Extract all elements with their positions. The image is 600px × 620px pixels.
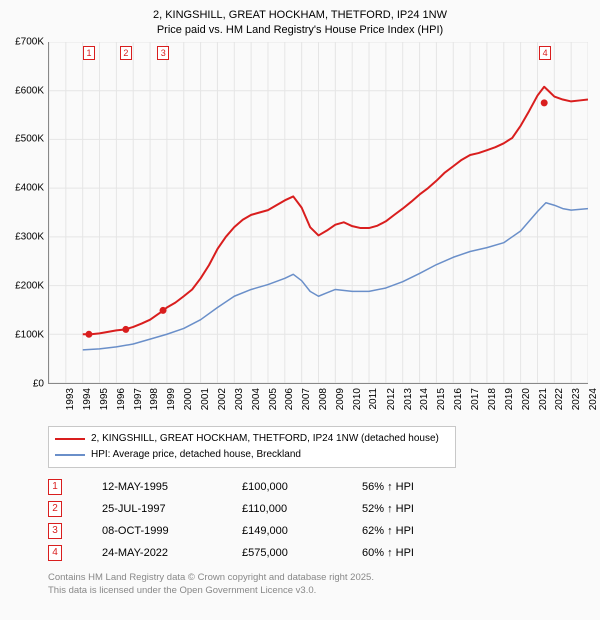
table-price: £100,000 [242, 481, 322, 493]
chart-marker: 3 [157, 46, 169, 60]
x-tick-label: 2016 [453, 388, 464, 410]
x-tick-label: 2020 [520, 388, 531, 410]
table-marker: 1 [48, 479, 62, 495]
x-tick-label: 2018 [487, 388, 498, 410]
chart-marker: 4 [539, 46, 551, 60]
x-tick-label: 2007 [301, 388, 312, 410]
legend-label-2: HPI: Average price, detached house, Brec… [91, 447, 301, 463]
legend-swatch-1 [55, 438, 85, 440]
x-tick-label: 2023 [571, 388, 582, 410]
y-tick-label: £400K [15, 183, 44, 194]
footer-line2: This data is licensed under the Open Gov… [48, 585, 590, 598]
table-diff: 60% ↑ HPI [362, 547, 452, 559]
table-row: 4 24-MAY-2022 £575,000 60% ↑ HPI [48, 542, 590, 564]
title-line2: Price paid vs. HM Land Registry's House … [10, 23, 590, 38]
x-tick-label: 1995 [99, 388, 110, 410]
table-diff: 62% ↑ HPI [362, 525, 452, 537]
plot-region: 1 2 3 4 [48, 42, 588, 384]
x-tick-label: 2008 [318, 388, 329, 410]
x-tick-label: 2013 [402, 388, 413, 410]
x-tick-label: 2001 [200, 388, 211, 410]
chart-marker: 1 [83, 46, 95, 60]
footer: Contains HM Land Registry data © Crown c… [48, 572, 590, 598]
x-tick-label: 2014 [419, 388, 430, 410]
table-diff: 56% ↑ HPI [362, 481, 452, 493]
x-tick-label: 2022 [554, 388, 565, 410]
table-marker: 3 [48, 523, 62, 539]
chart-marker: 2 [120, 46, 132, 60]
title-line1: 2, KINGSHILL, GREAT HOCKHAM, THETFORD, I… [10, 8, 590, 23]
x-tick-label: 2005 [267, 388, 278, 410]
plot-svg [49, 42, 588, 383]
y-tick-label: £300K [15, 232, 44, 243]
x-tick-label: 2011 [368, 388, 379, 410]
data-table: 1 12-MAY-1995 £100,000 56% ↑ HPI 2 25-JUL-199… [48, 476, 590, 564]
x-tick-label: 1997 [132, 388, 143, 410]
x-tick-label: 1998 [149, 388, 160, 410]
legend: 2, KINGSHILL, GREAT HOCKHAM, THETFORD, I… [48, 426, 456, 468]
legend-row-1: 2, KINGSHILL, GREAT HOCKHAM, THETFORD, I… [55, 431, 449, 447]
y-tick-label: £600K [15, 85, 44, 96]
chart-container: 2, KINGSHILL, GREAT HOCKHAM, THETFORD, I… [0, 0, 600, 620]
y-tick-label: £500K [15, 134, 44, 145]
x-tick-label: 1994 [82, 388, 93, 410]
x-tick-label: 2003 [234, 388, 245, 410]
table-row: 3 08-OCT-1999 £149,000 62% ↑ HPI [48, 520, 590, 542]
x-tick-label: 2009 [335, 388, 346, 410]
x-tick-label: 2006 [284, 388, 295, 410]
legend-row-2: HPI: Average price, detached house, Brec… [55, 447, 449, 463]
x-tick-label: 2017 [470, 388, 481, 410]
x-tick-label: 1996 [115, 388, 126, 410]
table-diff: 52% ↑ HPI [362, 503, 452, 515]
x-tick-label: 2021 [537, 388, 548, 410]
x-tick-label: 1999 [166, 388, 177, 410]
x-tick-label: 2004 [250, 388, 261, 410]
x-tick-label: 2010 [352, 388, 363, 410]
table-row: 2 25-JUL-1997 £110,000 52% ↑ HPI [48, 498, 590, 520]
x-tick-label: 2000 [183, 388, 194, 410]
table-marker: 4 [48, 545, 62, 561]
x-tick-label: 2002 [217, 388, 228, 410]
x-tick-label: 2024 [588, 388, 599, 410]
table-marker: 2 [48, 501, 62, 517]
table-price: £149,000 [242, 525, 322, 537]
legend-label-1: 2, KINGSHILL, GREAT HOCKHAM, THETFORD, I… [91, 431, 439, 447]
y-tick-label: £200K [15, 280, 44, 291]
x-tick-label: 2012 [385, 388, 396, 410]
y-axis-labels: £0£100K£200K£300K£400K£500K£600K£700K [10, 42, 46, 420]
table-price: £575,000 [242, 547, 322, 559]
table-date: 12-MAY-1995 [102, 481, 202, 493]
x-tick-label: 2015 [436, 388, 447, 410]
footer-line1: Contains HM Land Registry data © Crown c… [48, 572, 590, 585]
y-tick-label: £100K [15, 329, 44, 340]
table-row: 1 12-MAY-1995 £100,000 56% ↑ HPI [48, 476, 590, 498]
table-date: 25-JUL-1997 [102, 503, 202, 515]
table-date: 24-MAY-2022 [102, 547, 202, 559]
x-axis-labels: 1993 1994 1995 1996 1997 1998 1999 2000 2001 2002… [48, 384, 588, 420]
y-tick-label: £700K [15, 36, 44, 47]
x-tick-label: 1993 [65, 388, 76, 410]
title-block: 2, KINGSHILL, GREAT HOCKHAM, THETFORD, I… [10, 8, 590, 38]
chart-area: £0£100K£200K£300K£400K£500K£600K£700K 12… [10, 42, 590, 420]
legend-swatch-2 [55, 454, 85, 456]
x-tick-label: 2019 [504, 388, 515, 410]
table-date: 08-OCT-1999 [102, 525, 202, 537]
y-tick-label: £0 [33, 378, 44, 389]
table-price: £110,000 [242, 503, 322, 515]
